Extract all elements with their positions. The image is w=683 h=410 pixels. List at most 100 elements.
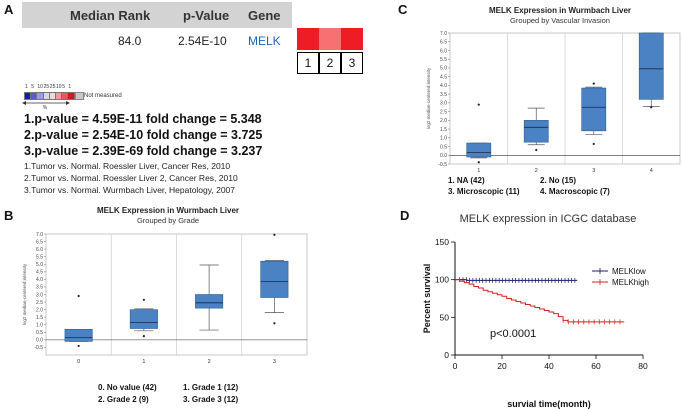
outlier-point: [273, 322, 276, 325]
x-axis-label: survial time(month): [507, 399, 591, 409]
chart-title: MELK Expression in Wurmbach Liver: [97, 206, 239, 215]
y-tick-label: -0.5: [34, 345, 43, 351]
chart-title: MELK Expression in Wurmbach Liver: [489, 6, 631, 15]
y-tick-label: 4.5: [440, 74, 447, 80]
chart-subtitle: Grouped by Grade: [137, 216, 199, 225]
panel-letter-c: C: [398, 2, 408, 17]
y-axis-label: Percent survival: [422, 264, 432, 334]
x-tick-label: 2: [535, 168, 538, 174]
y-tick-label: 6.5: [440, 40, 447, 46]
y-tick-label: 0.0: [440, 153, 447, 159]
heat-label-3: 3: [341, 52, 363, 74]
legend-tick-label: 10: [37, 84, 43, 90]
legend-tick-label: 1: [25, 84, 28, 90]
legend-label-melkhigh: MELKhigh: [612, 278, 649, 287]
x-tick-label: 0: [453, 361, 458, 371]
heat-label-2: 2: [319, 52, 341, 74]
y-tick-label: -0.5: [438, 162, 447, 168]
heat-cell-1: [297, 28, 319, 50]
x-tick-label: 40: [544, 361, 554, 371]
y-tick-label: 0: [444, 350, 449, 360]
survival-curve-melkhigh: [455, 279, 625, 323]
legend-tick-label: 10: [56, 84, 62, 90]
legend-percent: %: [43, 105, 48, 110]
y-tick-label: 1.5: [440, 127, 447, 133]
y-tick-label: 4.0: [36, 277, 43, 283]
heat-label-1: 1: [297, 52, 319, 74]
x-tick-label: 1: [142, 359, 145, 365]
y-tick-label: 5.5: [36, 254, 43, 260]
survival-title: MELK expression in ICGC database: [460, 213, 637, 225]
stat-line-1: 1.p-value = 4.59E-11 fold change = 5.348: [24, 112, 262, 126]
ref-line-2: 2.Tumor vs. Normal. Roessler Liver 2, Ca…: [24, 173, 238, 183]
y-tick-label: 6.0: [440, 48, 447, 54]
y-tick-label: 150: [435, 237, 449, 247]
outlier-point: [477, 161, 480, 164]
legend-tick-label: 1: [68, 84, 72, 90]
y-tick-label: 4.5: [36, 270, 43, 276]
p-value-value: 2.54E-10: [178, 34, 227, 48]
x-tick-label: 3: [273, 359, 276, 365]
y-tick-label: 6.5: [36, 239, 43, 245]
y-tick-label: 3.5: [36, 285, 43, 291]
y-tick-label: 3.5: [440, 92, 447, 98]
outlier-point: [77, 294, 80, 298]
box-iqr: [523, 120, 549, 143]
y-tick-label: 7.0: [36, 232, 43, 238]
y-tick-label: 2.5: [440, 109, 447, 115]
box-iqr: [195, 294, 224, 309]
panel-letter-d: D: [400, 208, 410, 223]
y-tick-label: 1.5: [36, 315, 43, 321]
survival-curve-melklow: [455, 279, 578, 281]
box-iqr: [129, 309, 158, 329]
y-tick-label: 0.5: [440, 144, 447, 150]
panel-letter-b: B: [4, 208, 14, 223]
legend-swatch: [67, 92, 76, 100]
y-tick-label: 1.0: [440, 136, 447, 142]
y-tick-label: 1.0: [36, 323, 43, 329]
ref-line-3: 3.Tumor vs. Normal. Wurmbach Liver, Hepa…: [24, 185, 236, 195]
legend-tick-label: 25: [49, 84, 56, 90]
x-tick-label: 80: [638, 361, 648, 371]
y-tick-label: 6.0: [36, 247, 43, 253]
x-tick-label: 0: [77, 359, 80, 365]
outlier-point: [535, 148, 538, 152]
x-tick-label: 60: [591, 361, 601, 371]
ref-line-1: 1.Tumor vs. Normal. Roessler Liver, Canc…: [24, 161, 231, 171]
legend-tick-label: 25: [43, 84, 50, 90]
outlier-point: [142, 334, 145, 338]
heat-cell-2: [319, 28, 341, 50]
y-tick-label: 5.0: [36, 262, 43, 268]
y-tick-label: 2.0: [440, 118, 447, 124]
stat-line-2: 2.p-value = 2.54E-10 fold change = 3.725: [24, 128, 263, 142]
oncomine-header: [22, 2, 292, 28]
median-rank-header: Median Rank: [70, 8, 151, 23]
outlier-point: [592, 142, 595, 146]
box-iqr: [638, 32, 664, 100]
panel-letter-a: A: [4, 2, 14, 17]
x-tick-label: 20: [497, 361, 507, 371]
outlier-point: [77, 344, 80, 348]
y-axis-label: log2 median-centered intensity: [22, 263, 27, 325]
x-tick-label: 1: [477, 168, 480, 174]
outlier-point: [650, 106, 653, 109]
outlier-point: [592, 82, 595, 85]
stat-line-3: 3.p-value = 2.39E-69 fold change = 3.237: [24, 144, 263, 158]
gene-link[interactable]: MELK: [248, 34, 281, 48]
legend-tick-label: 5: [31, 84, 34, 90]
box-iqr: [260, 260, 289, 298]
y-tick-label: 0.0: [36, 338, 43, 344]
group-c-4: 4. Macroscopic (7): [540, 187, 610, 196]
x-tick-label: 2: [208, 359, 211, 365]
y-tick-label: 3.0: [440, 101, 447, 107]
y-tick-label: 100: [435, 275, 449, 285]
median-rank-value: 84.0: [118, 34, 142, 48]
p-value-header: p-Value: [183, 8, 230, 23]
legend-arrow: %: [22, 101, 70, 110]
box-iqr: [466, 142, 492, 158]
y-tick-label: 7.0: [440, 31, 447, 37]
outlier-point: [142, 298, 145, 301]
heat-cell-3: [341, 28, 363, 50]
y-axis-label: log2 median-centered intensity: [426, 67, 431, 129]
